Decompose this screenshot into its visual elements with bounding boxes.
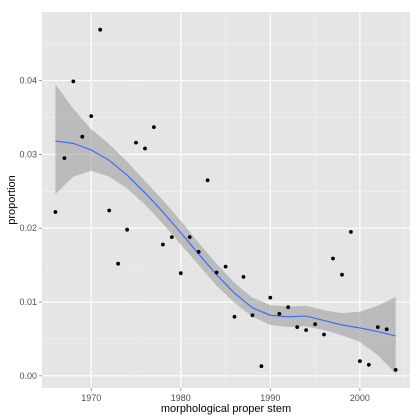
data-point	[169, 235, 174, 240]
data-point	[89, 114, 94, 118]
y-tick-label: 0.01	[19, 297, 37, 307]
data-point	[214, 270, 219, 275]
points-layer	[53, 27, 398, 372]
data-point	[71, 79, 76, 84]
data-point	[53, 210, 58, 214]
data-point	[187, 235, 192, 240]
data-point	[340, 272, 344, 277]
y-axis-title: proportion	[6, 175, 18, 225]
data-point	[366, 362, 371, 367]
minor-gridlines	[42, 12, 410, 388]
data-point	[196, 249, 201, 254]
data-point	[107, 208, 112, 213]
y-tick-label: 0.00	[19, 371, 37, 381]
data-point	[223, 264, 228, 269]
data-point	[178, 271, 183, 276]
data-point	[232, 314, 237, 319]
x-axis-ticks: 1970 1980 1990 2000	[81, 388, 370, 403]
data-point	[375, 325, 380, 329]
data-point	[98, 27, 103, 32]
data-point	[322, 332, 326, 337]
data-point	[384, 327, 389, 332]
data-point	[152, 125, 156, 129]
y-tick-label: 0.04	[19, 76, 37, 86]
data-point	[268, 295, 273, 300]
data-point	[125, 227, 129, 232]
data-point	[62, 156, 67, 161]
data-point	[349, 230, 353, 234]
y-tick-label: 0.02	[19, 223, 37, 233]
data-point	[80, 134, 85, 139]
y-axis-ticks: 0.00 0.01 0.02 0.03 0.04	[19, 76, 42, 381]
data-point	[143, 146, 147, 151]
data-point	[295, 325, 300, 329]
data-point	[250, 313, 255, 318]
x-tick-label: 2000	[350, 393, 370, 403]
y-tick-label: 0.03	[19, 149, 37, 159]
data-point	[277, 311, 282, 316]
data-point	[313, 322, 317, 327]
data-point	[205, 178, 210, 183]
data-point	[304, 328, 308, 332]
data-point	[116, 261, 120, 266]
data-point	[331, 256, 335, 261]
x-axis-title: morphological proper stem	[161, 403, 291, 415]
data-point	[134, 140, 138, 145]
data-point	[161, 242, 165, 247]
data-point	[259, 364, 264, 369]
data-point	[241, 275, 246, 279]
data-point	[358, 359, 362, 363]
x-tick-label: 1970	[81, 393, 101, 403]
smooth-line-layer	[55, 140, 396, 337]
data-point	[393, 368, 398, 372]
x-tick-label: 1990	[260, 393, 280, 403]
x-tick-label: 1980	[171, 393, 191, 403]
smooth-trend-line	[55, 140, 396, 337]
data-point	[286, 305, 291, 310]
